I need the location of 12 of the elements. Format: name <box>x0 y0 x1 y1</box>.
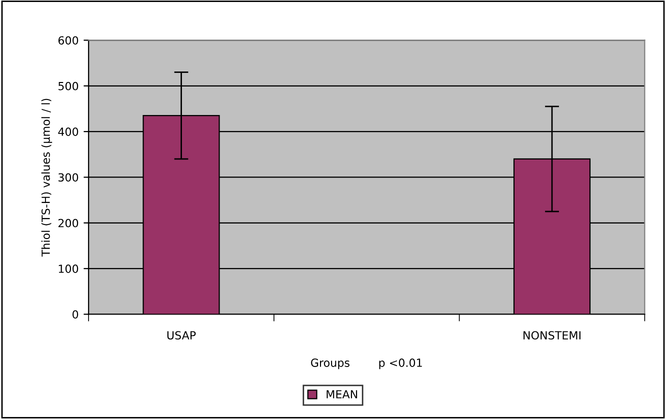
y-axis-title: Thiol (TS-H) values (μmol / l) <box>41 98 52 257</box>
x-tick-label: NONSTEMI <box>524 331 580 340</box>
y-tick-label: 600 <box>58 36 78 45</box>
y-tick-label: 300 <box>58 173 78 182</box>
y-tick-label: 400 <box>58 128 78 136</box>
x-axis-title: Groups p <0.01 <box>311 358 422 370</box>
y-tick-label: 500 <box>58 82 78 90</box>
legend-label: MEAN <box>326 390 358 398</box>
y-tick-label: 200 <box>58 218 78 228</box>
x-tick-label: USAP <box>167 331 196 340</box>
y-tick-label: 0 <box>72 310 78 319</box>
y-tick-label: 100 <box>58 264 78 273</box>
